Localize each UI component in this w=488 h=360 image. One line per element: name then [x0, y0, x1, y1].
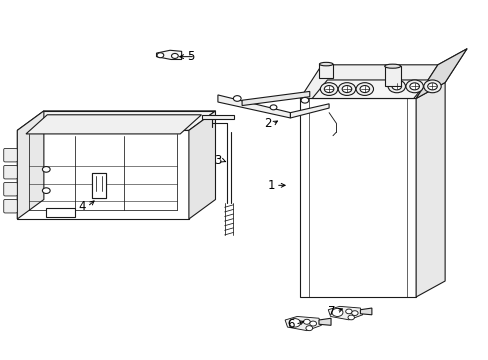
Circle shape	[405, 80, 423, 93]
Polygon shape	[202, 115, 233, 119]
Polygon shape	[285, 316, 321, 330]
Circle shape	[269, 105, 276, 110]
Circle shape	[347, 315, 354, 320]
Circle shape	[427, 83, 436, 90]
Circle shape	[324, 86, 333, 93]
Polygon shape	[218, 95, 290, 118]
Polygon shape	[26, 115, 201, 134]
Circle shape	[42, 188, 50, 193]
FancyBboxPatch shape	[4, 166, 17, 179]
Circle shape	[355, 83, 373, 95]
Ellipse shape	[319, 62, 332, 66]
Circle shape	[320, 83, 337, 95]
Text: 3: 3	[214, 154, 221, 167]
Text: 4: 4	[79, 200, 86, 213]
Polygon shape	[311, 80, 428, 99]
Polygon shape	[300, 65, 437, 99]
FancyBboxPatch shape	[4, 148, 17, 162]
Circle shape	[309, 321, 316, 326]
Circle shape	[157, 53, 163, 58]
Circle shape	[288, 319, 300, 327]
Circle shape	[387, 80, 405, 93]
Circle shape	[233, 96, 241, 101]
FancyBboxPatch shape	[4, 183, 17, 196]
Polygon shape	[360, 308, 371, 315]
Polygon shape	[17, 130, 188, 219]
FancyBboxPatch shape	[4, 199, 17, 213]
Polygon shape	[242, 91, 309, 105]
Circle shape	[351, 311, 357, 315]
Text: 1: 1	[267, 179, 274, 192]
Text: 7: 7	[327, 305, 335, 318]
Circle shape	[331, 309, 342, 316]
Polygon shape	[17, 111, 215, 130]
Bar	[92, 173, 105, 198]
Polygon shape	[318, 318, 330, 325]
Polygon shape	[156, 50, 181, 59]
Polygon shape	[415, 82, 444, 297]
Circle shape	[171, 54, 178, 58]
Circle shape	[409, 83, 419, 90]
Circle shape	[301, 98, 308, 103]
Circle shape	[305, 326, 312, 330]
Circle shape	[303, 319, 309, 324]
Bar	[46, 208, 75, 217]
Circle shape	[345, 309, 351, 314]
Polygon shape	[17, 111, 44, 219]
Circle shape	[423, 80, 440, 93]
Circle shape	[338, 83, 355, 95]
Bar	[384, 66, 400, 86]
Circle shape	[42, 167, 50, 172]
Circle shape	[342, 86, 351, 93]
Polygon shape	[188, 111, 215, 219]
Polygon shape	[327, 306, 362, 320]
Ellipse shape	[384, 64, 400, 68]
Text: 2: 2	[264, 117, 271, 130]
Polygon shape	[290, 104, 328, 118]
Text: 6: 6	[286, 318, 294, 331]
Bar	[92, 173, 105, 198]
Circle shape	[391, 83, 401, 90]
Bar	[300, 99, 415, 297]
Text: 5: 5	[186, 50, 194, 63]
Bar	[319, 64, 332, 78]
Polygon shape	[415, 49, 466, 99]
Circle shape	[359, 86, 369, 93]
